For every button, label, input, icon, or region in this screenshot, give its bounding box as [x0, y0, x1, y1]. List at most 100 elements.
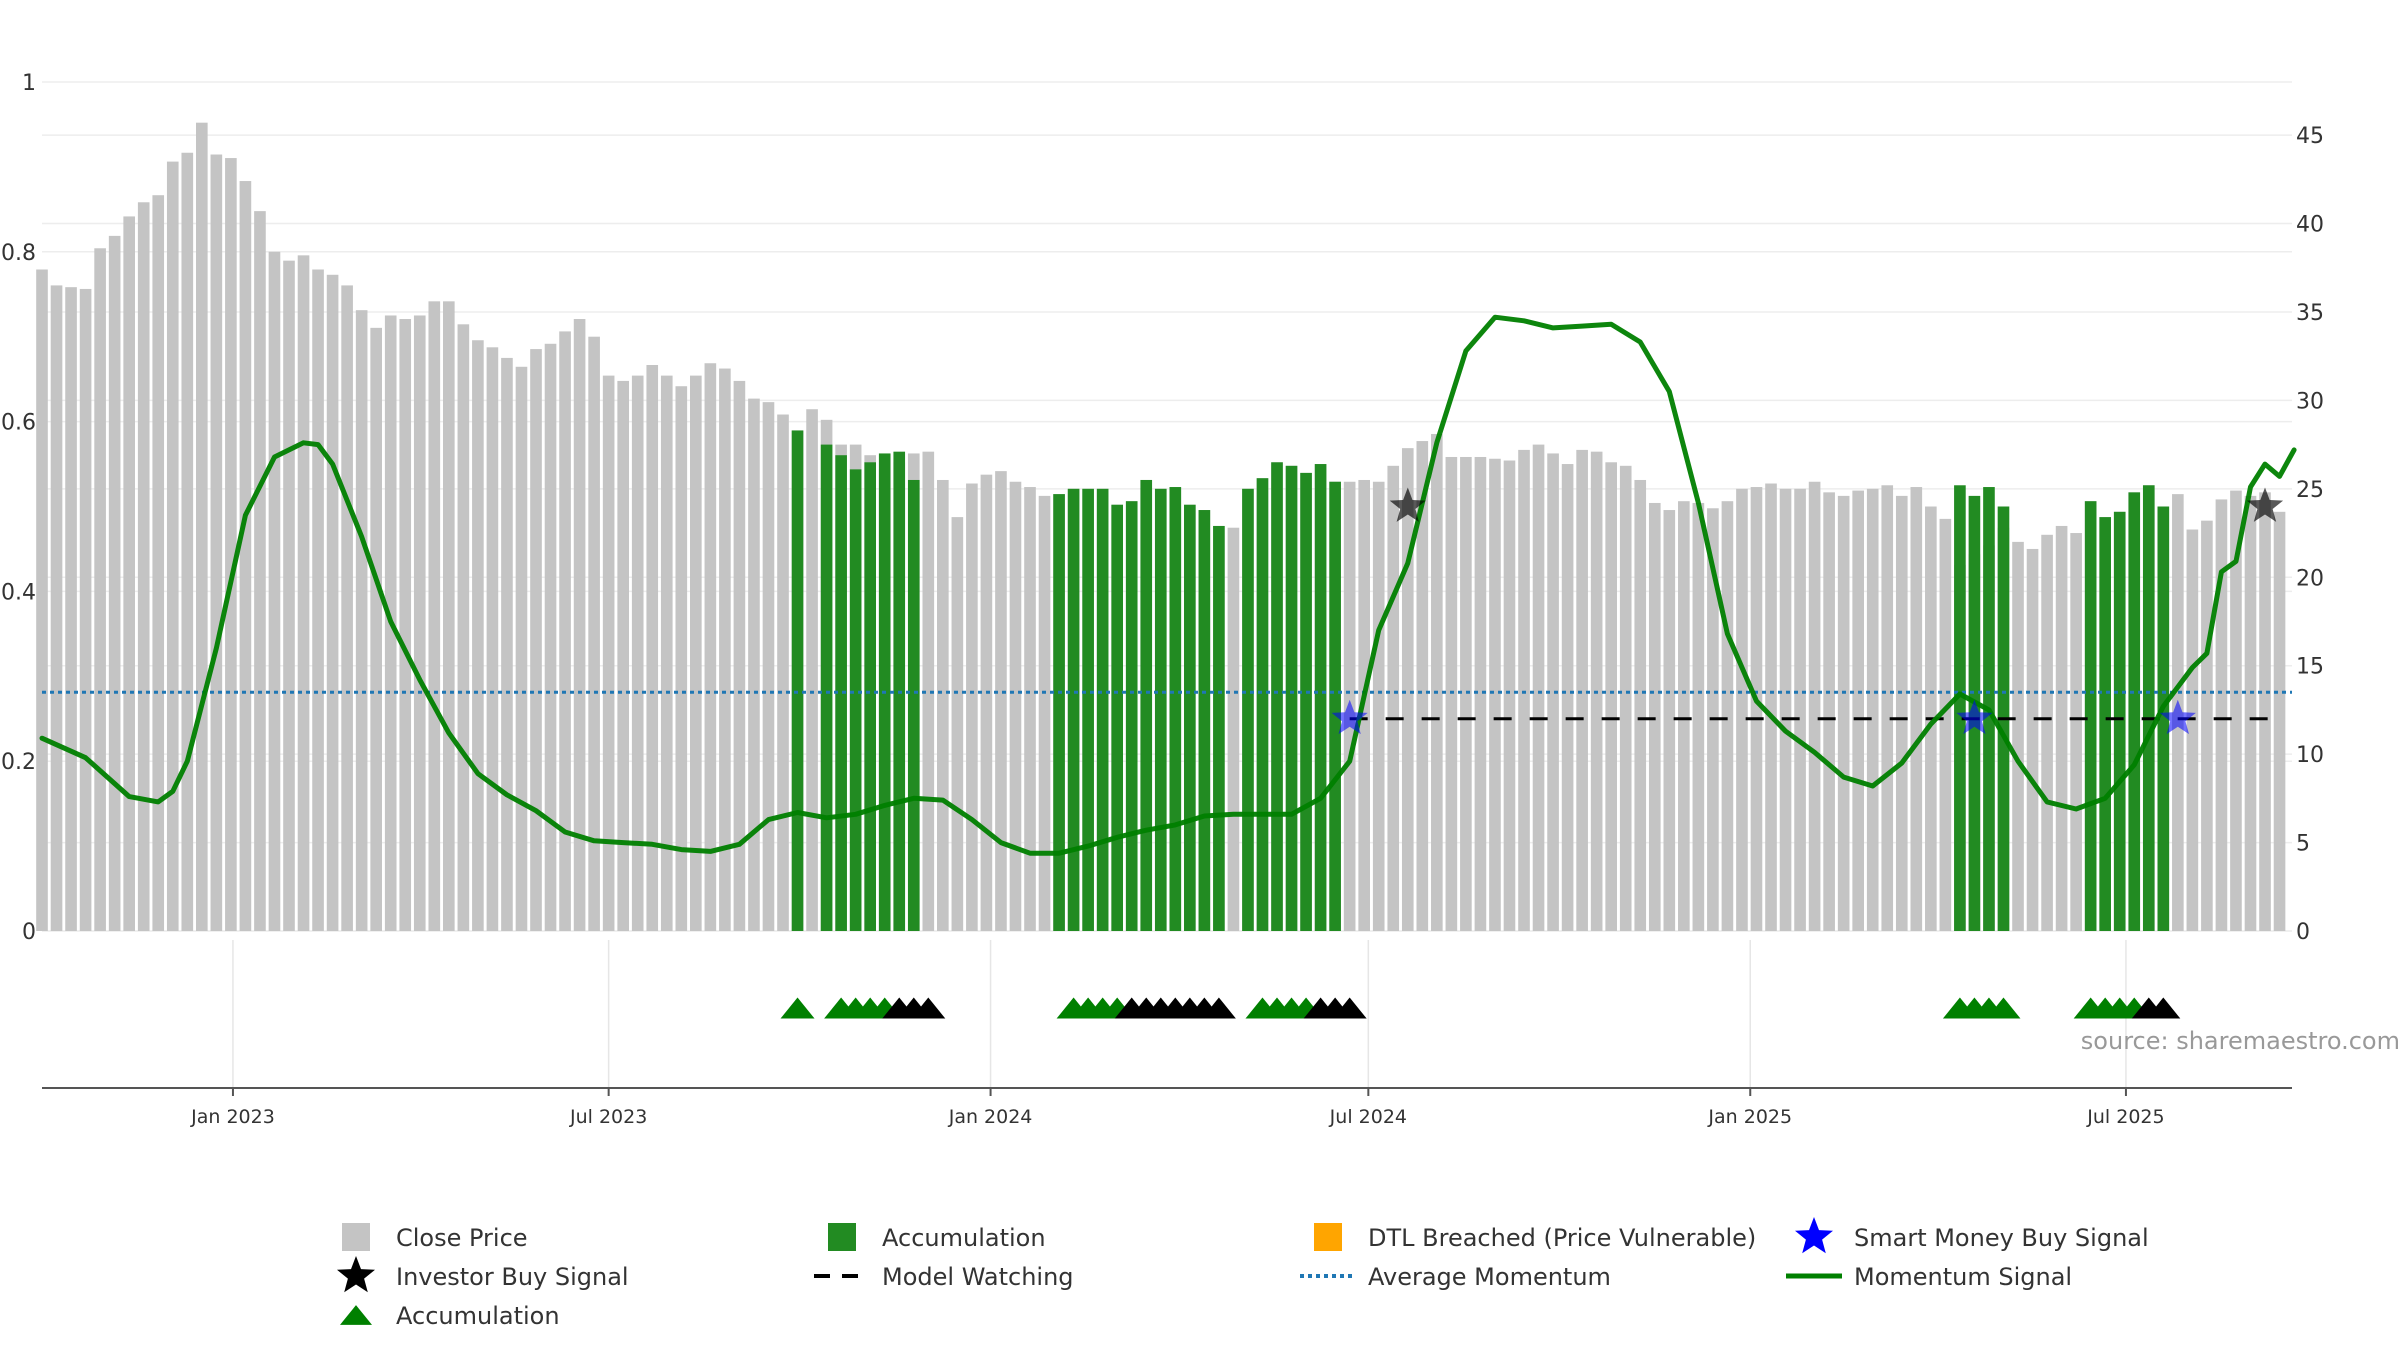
accumulation-bar: [907, 479, 920, 931]
momentum-signal-line: [39, 314, 2297, 856]
accumulation-bar: [1067, 488, 1080, 931]
close-price-bar: [1910, 487, 1923, 931]
accumulation-marker: [780, 997, 815, 1019]
accumulation-bar: [1082, 488, 1094, 931]
investor-buy-star: [2246, 487, 2284, 522]
close-price-bar: [675, 386, 688, 932]
close-price-bar: [457, 324, 470, 932]
close-price-bar: [733, 380, 746, 931]
right-tick-label: 30: [2296, 389, 2324, 414]
accumulation-bar: [2157, 506, 2170, 931]
x-tick-label: Jan 2023: [190, 1106, 275, 1128]
legend-label: Investor Buy Signal: [396, 1263, 629, 1291]
close-price-bar: [1939, 518, 1952, 931]
legend-label: Momentum Signal: [1854, 1263, 2072, 1291]
close-price-bar: [937, 479, 949, 931]
close-price-bar: [1765, 483, 1777, 931]
accumulation-markers: [780, 997, 2181, 1019]
close-price-bar: [79, 288, 92, 932]
accumulation-marker-black: [911, 997, 946, 1019]
x-tick-label: Jan 2025: [1707, 1106, 1792, 1128]
close-price-bar: [1837, 495, 1850, 931]
right-tick-label: 15: [2296, 655, 2324, 680]
x-tick-label: Jul 2025: [2086, 1106, 2164, 1128]
legend-label: Average Momentum: [1368, 1263, 1611, 1291]
close-price-bar: [2230, 490, 2242, 931]
close-price-bar: [413, 315, 426, 932]
accumulation-bar: [2084, 501, 2097, 931]
close-price-bar: [1619, 465, 1632, 931]
close-price-bar: [36, 269, 48, 931]
accumulation-bar: [1184, 504, 1196, 931]
close-price-bar: [1663, 510, 1676, 931]
close-price-bar: [1489, 458, 1501, 931]
close-price-bar: [225, 158, 237, 931]
close-price-bar: [152, 195, 165, 931]
close-price-bar: [355, 310, 368, 931]
legend: Close Price Accumulation DTL Breached (Pri…: [337, 1217, 2149, 1330]
accumulation-bar: [1140, 479, 1153, 931]
close-price-bar: [1866, 488, 1879, 931]
left-tick-label: 0: [22, 920, 36, 945]
close-price-bar: [1881, 485, 1894, 931]
close-price-bar: [1227, 527, 1240, 931]
accumulation-bar: [1125, 501, 1138, 931]
close-price-bar: [2041, 534, 2053, 931]
close-price-bar: [137, 202, 150, 931]
legend-square-icon: [1314, 1223, 1342, 1251]
accumulation-bar: [2113, 511, 2126, 931]
close-price-bar: [2215, 499, 2228, 931]
close-price-bar: [297, 255, 310, 931]
left-tick-label: 1: [22, 71, 36, 96]
accumulation-bar: [2142, 485, 2155, 931]
close-price-bar: [1474, 456, 1487, 931]
close-price-bar: [239, 181, 252, 932]
close-price-bar: [123, 216, 135, 932]
close-price-bar: [1721, 501, 1734, 931]
close-price-bar: [1038, 495, 1051, 931]
accumulation-bar: [1096, 488, 1109, 931]
close-price-bar: [283, 260, 295, 931]
left-tick-label: 0.6: [1, 411, 36, 436]
legend-item: Accumulation: [828, 1223, 1046, 1252]
accumulation-bar: [1111, 504, 1123, 931]
close-price-bar: [1372, 481, 1385, 931]
close-price-bar: [1808, 481, 1821, 931]
close-price-bar: [50, 285, 63, 931]
accumulation-bar: [1169, 487, 1182, 931]
close-price-bar: [1750, 487, 1763, 931]
close-price-bar: [1634, 479, 1647, 931]
legend-item: Momentum Signal: [1786, 1263, 2072, 1291]
legend-triangle-icon: [340, 1305, 372, 1325]
close-price-bar: [94, 248, 106, 931]
accumulation-bar: [1154, 488, 1167, 931]
close-price-bar: [1387, 465, 1400, 931]
close-price-bar: [588, 336, 600, 931]
legend-star-icon: [1795, 1217, 1833, 1254]
close-price-bar: [995, 471, 1007, 931]
close-price-bar: [1648, 502, 1661, 931]
close-price-bar: [1605, 462, 1617, 931]
close-price-bar: [966, 483, 978, 931]
investor-buy-star: [1389, 487, 1426, 522]
close-price-bar: [472, 340, 484, 931]
close-price-bar: [951, 517, 964, 931]
right-tick-label: 25: [2296, 478, 2324, 503]
close-price-bar: [2055, 525, 2068, 931]
close-price-bar: [1009, 481, 1022, 931]
close-price-bar: [1460, 456, 1472, 931]
close-price-bar: [486, 347, 499, 931]
legend-label: Accumulation: [882, 1224, 1046, 1252]
close-price-bar: [428, 301, 441, 931]
legend-label: Close Price: [396, 1224, 528, 1252]
close-price-bar: [1576, 449, 1588, 931]
left-tick-label: 0.8: [1, 241, 36, 266]
close-price-bar: [1895, 495, 1908, 931]
accumulation-bar: [2099, 517, 2112, 931]
close-price-bar: [1518, 449, 1530, 931]
close-price-bar: [210, 154, 223, 932]
legend-item: Accumulation: [340, 1302, 560, 1330]
accumulation-bar: [1198, 510, 1211, 931]
close-price-bar: [922, 451, 935, 931]
